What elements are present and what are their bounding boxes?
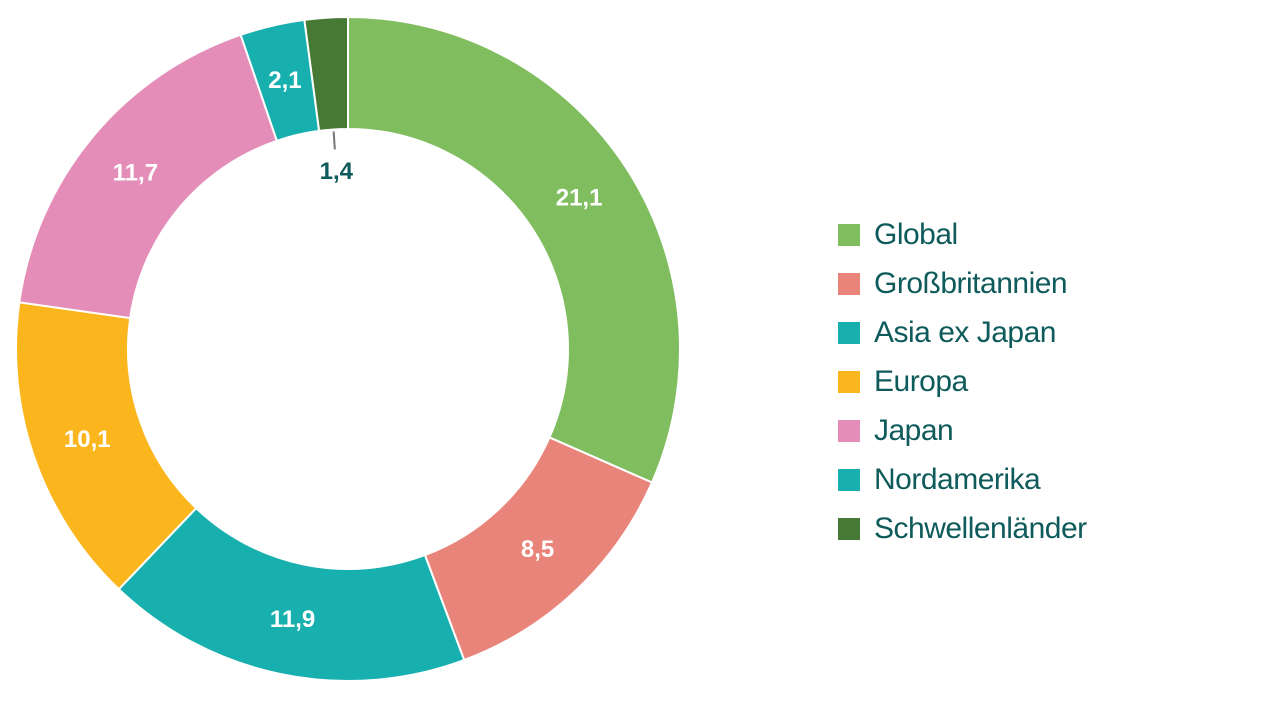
legend-swatch (838, 223, 860, 246)
legend-swatch (838, 468, 860, 491)
slice-global (347, 15, 681, 484)
legend-swatch (838, 419, 860, 442)
legend-label: Großbritannien (874, 266, 1068, 300)
legend-item-japan: Japan (838, 406, 1087, 455)
legend-swatch (838, 370, 860, 393)
legend-label: Europa (874, 364, 968, 398)
data-label-asia-ex-japan: 2,1 (268, 67, 301, 94)
legend-label: Nordamerika (874, 462, 1041, 496)
data-label-nordamerika: 11,9 (270, 606, 315, 633)
chart-legend: Global Großbritannien Asia ex Japan Europa J… (838, 210, 1087, 553)
legend-swatch (838, 321, 860, 344)
slice-schwellenlaender (303, 15, 349, 133)
legend-swatch (838, 272, 860, 295)
data-label-global: 21,1 (556, 185, 603, 212)
legend-item-asia-ex-japan: Asia ex Japan (838, 308, 1087, 357)
legend-item-grossbritannien: Großbritannien (838, 259, 1087, 308)
legend-item-europa: Europa (838, 357, 1087, 406)
slice-japan (18, 33, 279, 320)
slice-nordamerika (117, 506, 466, 682)
data-label-schwellenlaender: 1,4 (320, 158, 354, 185)
legend-item-schwellenlaender: Schwellenländer (838, 504, 1087, 553)
data-label-grossbritannien: 8,5 (521, 536, 554, 563)
legend-item-global: Global (838, 210, 1087, 259)
legend-label: Asia ex Japan (874, 315, 1056, 349)
legend-swatch (838, 517, 860, 540)
legend-label: Japan (874, 413, 954, 447)
leader-line-schwellenlaender (332, 131, 336, 150)
legend-item-nordamerika: Nordamerika (838, 455, 1087, 504)
legend-label: Schwellenländer (874, 511, 1087, 545)
legend-label: Global (874, 217, 958, 251)
donut-chart: 21,1 8,5 11,9 10,1 11,7 2,1 1,4 (15, 15, 681, 682)
data-label-europa: 10,1 (64, 426, 111, 453)
data-label-japan: 11,7 (113, 160, 158, 187)
